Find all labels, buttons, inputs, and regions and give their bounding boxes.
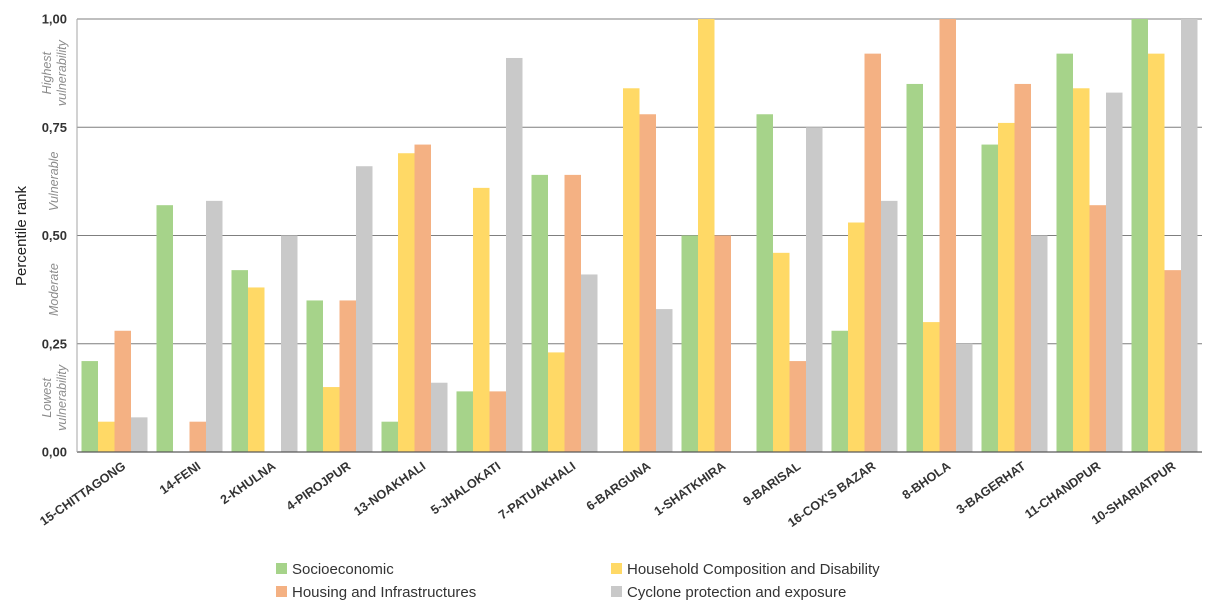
- y-tick-label: 0,25: [42, 336, 67, 351]
- bar: [1031, 235, 1048, 452]
- band-label: Vulnerable: [47, 152, 61, 212]
- bar: [506, 57, 523, 452]
- bar: [1056, 53, 1073, 452]
- bar: [156, 205, 173, 452]
- bar: [414, 144, 431, 452]
- y-tick-label: 0,75: [42, 120, 67, 135]
- bar: [806, 127, 823, 452]
- bar: [1106, 92, 1123, 453]
- vulnerability-band-labels: Lowestvulnerability Moderate Vulnerable Hig…: [40, 39, 69, 431]
- x-tick-label: 11-CHANDPUR: [1022, 459, 1103, 521]
- legend-swatch: [611, 563, 622, 574]
- y-tick-label: 1,00: [42, 12, 67, 27]
- bar: [531, 174, 548, 452]
- bar: [231, 270, 248, 452]
- legend-label: Household Composition and Disability: [627, 561, 880, 578]
- bar: [681, 235, 698, 452]
- bar: [998, 122, 1015, 453]
- bar: [939, 19, 956, 452]
- bar: [339, 300, 356, 452]
- bar: [564, 174, 581, 452]
- bar: [881, 200, 898, 452]
- bar: [356, 166, 373, 452]
- legend-swatch: [611, 586, 622, 597]
- y-tick-label: 0,00: [42, 445, 67, 460]
- bar: [773, 252, 790, 452]
- bar: [189, 421, 206, 452]
- x-tick-label: 2-KHULNA: [218, 459, 278, 507]
- bar: [906, 83, 923, 452]
- x-tick-label: 5-JHALOKATI: [428, 459, 503, 517]
- x-tick-label: 10-SHARIATPUR: [1089, 459, 1178, 527]
- bar: [206, 200, 223, 452]
- bar: [956, 343, 973, 452]
- bar: [281, 235, 298, 452]
- bar: [323, 387, 340, 452]
- y-axis-title: Percentile rank: [13, 185, 30, 286]
- bar: [1014, 83, 1031, 452]
- legend: Socioeconomic Household Composition and D…: [276, 561, 880, 601]
- bar: [1148, 53, 1165, 452]
- bar: [656, 309, 673, 452]
- bar: [548, 352, 565, 452]
- legend-swatch: [276, 586, 287, 597]
- legend-label: Socioeconomic: [292, 561, 394, 578]
- bar: [639, 114, 656, 452]
- legend-label: Housing and Infrastructures: [292, 584, 476, 601]
- x-tick-label: 4-PIROJPUR: [284, 459, 353, 514]
- x-tick-label: 9-BARISAL: [741, 459, 804, 509]
- bar: [81, 361, 98, 452]
- bar: [756, 114, 773, 452]
- bar: [831, 330, 848, 452]
- bar: [431, 382, 448, 452]
- x-tick-label: 7-PATUAKHALI: [496, 459, 578, 522]
- bar: [698, 19, 715, 452]
- bar: [248, 287, 265, 452]
- bar: [848, 222, 865, 452]
- bar: [1181, 19, 1198, 452]
- bar: [1089, 205, 1106, 452]
- band-label: Highestvulnerability: [40, 39, 69, 106]
- bar: [1073, 88, 1090, 452]
- bar: [381, 421, 398, 452]
- bar: [473, 187, 490, 452]
- x-tick-label: 6-BARGUNA: [584, 459, 653, 513]
- x-tick-label: 8-BHOLA: [900, 459, 954, 502]
- bar: [489, 391, 506, 452]
- bar: [623, 88, 640, 452]
- bar: [98, 421, 115, 452]
- legend-label: Cyclone protection and exposure: [627, 584, 846, 601]
- bar: [1131, 19, 1148, 452]
- bar: [398, 153, 415, 453]
- bar: [923, 322, 940, 452]
- bar: [981, 144, 998, 452]
- legend-swatch: [276, 563, 287, 574]
- bar: [581, 274, 598, 452]
- bar: [306, 300, 323, 452]
- bar: [131, 417, 148, 452]
- x-tick-label: 14-FENI: [157, 459, 203, 497]
- y-tick-label: 0,50: [42, 228, 67, 243]
- bar: [456, 391, 473, 452]
- bar: [714, 235, 731, 452]
- bar: [789, 361, 806, 452]
- x-tick-label: 13-NOAKHALI: [351, 459, 428, 519]
- x-tick-label: 15-CHITTAGONG: [37, 459, 128, 528]
- band-label: Moderate: [47, 263, 61, 316]
- bar: [114, 330, 131, 452]
- x-tick-label: 1-SHATKHIRA: [652, 459, 729, 519]
- band-label: Lowestvulnerability: [40, 364, 69, 431]
- x-tick-label: 3-BAGERHAT: [954, 459, 1029, 517]
- bar: [1164, 270, 1181, 452]
- bars: [81, 19, 1198, 453]
- bar: [864, 53, 881, 452]
